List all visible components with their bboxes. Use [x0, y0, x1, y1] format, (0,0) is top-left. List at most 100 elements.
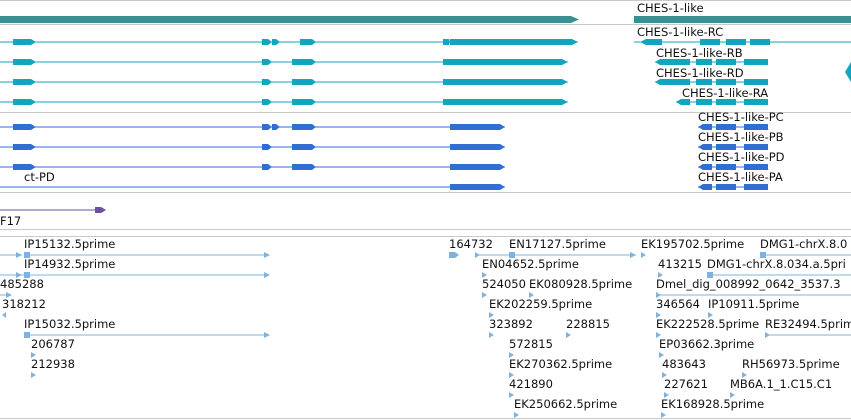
- est-feature[interactable]: Dmel_dig_008992_0642_3537.3: [656, 277, 851, 298]
- est-feature[interactable]: EP03662.3prime: [659, 337, 754, 358]
- est-feature[interactable]: RE32494.5prime: [765, 317, 851, 338]
- est-feature[interactable]: EK202259.5prime: [489, 297, 592, 318]
- est-label: EK202259.5prime: [489, 297, 592, 311]
- cds-feature-ches-1-like-pb[interactable]: CHES-1-like-PB: [698, 130, 784, 150]
- gene-feature[interactable]: [0, 16, 579, 23]
- transcript-feature-ches-1-like-rc[interactable]: CHES-1-like-RC: [634, 25, 851, 45]
- est-label: 524050: [482, 277, 526, 291]
- transcript-feature-ches-1-like-rb[interactable]: CHES-1-like-RB: [655, 46, 768, 65]
- transcript-feature-ches-1-like-rd[interactable]: CHES-1-like-RD: [655, 66, 768, 85]
- est-label: IP15032.5prime: [24, 317, 115, 331]
- gene-track: CHES-1-like: [0, 1, 851, 23]
- est-feature[interactable]: EK250662.5prime: [514, 397, 617, 418]
- est-feature[interactable]: 212938: [31, 357, 75, 378]
- est-label: 228815: [566, 317, 610, 331]
- transcript-label: CHES-1-like-RD: [656, 66, 744, 80]
- est-label: 346564: [656, 297, 700, 311]
- cds-feature[interactable]: [0, 144, 505, 150]
- est-label: 413215: [658, 257, 702, 271]
- est-feature[interactable]: EK222528.5prime: [656, 317, 759, 338]
- est-label: MB6A.1_1.C15.C1: [730, 377, 832, 391]
- transcript-track: CHES-1-like-RC CHES-1-like-RB CHES-1-lik…: [0, 25, 851, 105]
- est-label: IP15132.5prime: [24, 237, 115, 251]
- est-feature[interactable]: 318212: [2, 297, 46, 318]
- est-label: DMG1-chrX.8.0: [760, 237, 847, 251]
- est-feature[interactable]: EK080928.5prime: [529, 277, 632, 298]
- cds-feature-ches-1-like-pd[interactable]: CHES-1-like-PD: [698, 150, 785, 170]
- est-label: EK168928.5prime: [661, 397, 764, 411]
- est-feature[interactable]: IP15032.5prime: [24, 317, 270, 338]
- est-feature[interactable]: 164732: [449, 237, 493, 258]
- est-feature[interactable]: 572815: [509, 337, 553, 358]
- cds-feature-ches-1-like-pa[interactable]: CHES-1-like-PA: [698, 170, 783, 190]
- est-feature[interactable]: 206787: [31, 337, 75, 358]
- est-feature[interactable]: EK168928.5prime: [661, 397, 764, 418]
- est-label: 421890: [509, 377, 553, 391]
- cds-feature-ct-pd[interactable]: ct-PD: [0, 170, 505, 190]
- est-label: 318212: [2, 297, 46, 311]
- est-label: 227621: [664, 377, 708, 391]
- est-label: EP03662.3prime: [659, 337, 754, 351]
- est-track: IP15132.5prime IP14932.5prime 485288 318…: [0, 237, 851, 418]
- est-feature[interactable]: 346564: [656, 297, 700, 318]
- est-feature[interactable]: IP15132.5prime: [24, 237, 270, 258]
- transcript-feature-ches-1-like-ra[interactable]: CHES-1-like-RA: [676, 86, 768, 105]
- est-label: IP14932.5prime: [24, 257, 115, 271]
- est-feature[interactable]: 483643: [662, 357, 706, 378]
- est-label: EK222528.5prime: [656, 317, 759, 331]
- est-feature[interactable]: 227621: [664, 377, 708, 398]
- est-feature[interactable]: IP10911.5prime: [708, 297, 799, 318]
- est-label: 212938: [31, 357, 75, 371]
- est-feature[interactable]: DMG1-chrX.8.034.a.5pri: [707, 257, 851, 278]
- est-label: EK250662.5prime: [514, 397, 617, 411]
- gene-feature-ches-1-like[interactable]: CHES-1-like: [634, 1, 851, 23]
- est-feature[interactable]: DMG1-chrX.8.0: [760, 237, 851, 258]
- est-feature[interactable]: IP14932.5prime: [0, 257, 270, 278]
- transcript-feature[interactable]: [0, 59, 568, 65]
- est-label: EK270362.5prime: [509, 357, 612, 371]
- est-feature[interactable]: RH56973.5prime: [742, 357, 840, 378]
- est-label: 483643: [662, 357, 706, 371]
- est-label: EN04652.5prime: [482, 257, 579, 271]
- est-label: EN17127.5prime: [509, 237, 606, 251]
- est-label: DMG1-chrX.8.034.a.5pri: [707, 257, 846, 271]
- est-feature[interactable]: 228815: [566, 317, 610, 338]
- est-feature[interactable]: 524050: [482, 277, 526, 298]
- transcript-feature[interactable]: [0, 39, 578, 45]
- est-feature[interactable]: EN17127.5prime: [475, 237, 636, 258]
- cds-track: ct-PD CHES-1-like-PC CHES-1-like-PB CHES…: [0, 110, 785, 190]
- cds-feature-ches-1-like-pc[interactable]: CHES-1-like-PC: [698, 110, 784, 130]
- est-label: 206787: [31, 337, 75, 351]
- est-label: EK080928.5prime: [529, 277, 632, 291]
- est-feature[interactable]: 323892: [489, 317, 533, 338]
- est-feature[interactable]: [0, 252, 22, 258]
- cds-label: CHES-1-like-PA: [698, 170, 783, 184]
- est-label: EK195702.5prime: [641, 237, 744, 251]
- transcript-label: CHES-1-like-RB: [656, 46, 743, 60]
- est-feature[interactable]: 421890: [509, 377, 553, 398]
- transcript-feature[interactable]: [0, 99, 568, 105]
- other-label: F17: [0, 214, 21, 228]
- est-label: Dmel_dig_008992_0642_3537.3: [656, 277, 841, 291]
- est-feature[interactable]: 413215: [658, 257, 702, 278]
- cds-feature[interactable]: [0, 164, 505, 170]
- est-label: IP10911.5prime: [708, 297, 799, 311]
- cds-label: CHES-1-like-PC: [698, 110, 784, 124]
- transcript-feature[interactable]: [0, 79, 568, 85]
- est-feature[interactable]: EK195702.5prime: [641, 237, 744, 258]
- gene-label: CHES-1-like: [637, 1, 704, 15]
- est-feature[interactable]: MB6A.1_1.C15.C1: [730, 377, 832, 398]
- transcript-label: CHES-1-like-RA: [682, 86, 768, 100]
- est-feature[interactable]: EN04652.5prime: [482, 257, 579, 278]
- est-label: 164732: [449, 237, 493, 251]
- transcript-edge-marker: [845, 62, 851, 82]
- est-label: 323892: [489, 317, 533, 331]
- other-feature-f17[interactable]: F17: [0, 207, 106, 228]
- cds-label: ct-PD: [24, 170, 55, 184]
- est-feature[interactable]: EK270362.5prime: [509, 357, 612, 378]
- cds-feature[interactable]: [0, 124, 505, 130]
- est-feature[interactable]: 485288: [0, 277, 44, 298]
- est-label: RH56973.5prime: [742, 357, 840, 371]
